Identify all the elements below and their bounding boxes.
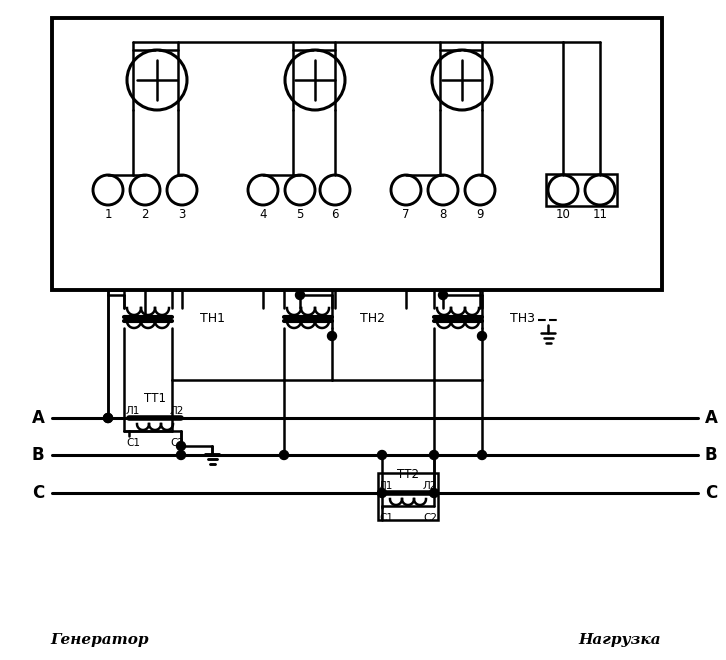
Text: Л1: Л1 xyxy=(379,481,393,491)
Text: 3: 3 xyxy=(179,207,186,220)
Circle shape xyxy=(430,488,439,498)
Text: A: A xyxy=(704,409,717,427)
Circle shape xyxy=(478,451,486,459)
Text: B: B xyxy=(32,446,44,464)
Text: ТТ2: ТТ2 xyxy=(397,467,419,480)
Circle shape xyxy=(176,451,186,459)
Text: 4: 4 xyxy=(259,207,266,220)
Circle shape xyxy=(280,451,288,459)
Text: 6: 6 xyxy=(331,207,339,220)
Circle shape xyxy=(327,331,336,341)
Text: ТН2: ТН2 xyxy=(360,312,385,325)
Text: B: B xyxy=(705,446,717,464)
Text: A: A xyxy=(31,409,44,427)
Bar xyxy=(52,18,662,290)
Text: Генератор: Генератор xyxy=(51,633,150,647)
Text: 9: 9 xyxy=(476,207,484,220)
Text: ТН1: ТН1 xyxy=(200,312,225,325)
Text: ТН3: ТН3 xyxy=(510,312,535,325)
Bar xyxy=(546,174,617,206)
Text: 8: 8 xyxy=(439,207,446,220)
Text: 1: 1 xyxy=(105,207,112,220)
Text: Л2: Л2 xyxy=(423,481,437,491)
Text: Л2: Л2 xyxy=(170,406,184,416)
Bar xyxy=(378,473,438,520)
Text: С1: С1 xyxy=(126,438,140,448)
Circle shape xyxy=(104,414,113,422)
Circle shape xyxy=(104,414,113,422)
Text: С2: С2 xyxy=(423,513,437,523)
Text: C: C xyxy=(705,484,717,502)
Text: Нагрузка: Нагрузка xyxy=(579,633,661,647)
Text: 5: 5 xyxy=(296,207,303,220)
Circle shape xyxy=(378,451,386,459)
Text: 7: 7 xyxy=(402,207,409,220)
Circle shape xyxy=(295,290,304,300)
Text: С1: С1 xyxy=(379,513,393,523)
Circle shape xyxy=(378,488,386,498)
Circle shape xyxy=(430,451,439,459)
Text: ТТ1: ТТ1 xyxy=(144,393,166,405)
Text: С2: С2 xyxy=(170,438,184,448)
Circle shape xyxy=(478,331,486,341)
Text: 11: 11 xyxy=(592,207,608,220)
Text: 2: 2 xyxy=(142,207,149,220)
Text: Л1: Л1 xyxy=(126,406,140,416)
Circle shape xyxy=(176,442,186,451)
Text: 10: 10 xyxy=(555,207,571,220)
Circle shape xyxy=(439,290,447,300)
Text: C: C xyxy=(32,484,44,502)
